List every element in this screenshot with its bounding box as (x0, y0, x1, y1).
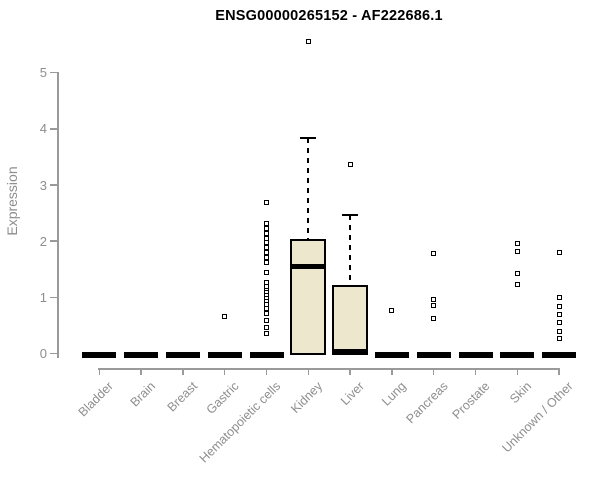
x-axis-tick (474, 368, 477, 375)
outlier-point (556, 329, 562, 335)
outlier-point (305, 39, 311, 45)
y-tick-label: 2 (39, 233, 47, 249)
outlier-point (431, 316, 437, 322)
outlier-point (431, 296, 437, 302)
outlier-point (264, 225, 269, 231)
x-tick-label: Pancreas (403, 379, 451, 427)
outlier-point (264, 330, 269, 336)
zero-box-bar (82, 351, 117, 358)
x-tick-label: Breast (164, 379, 200, 415)
outlier-point (264, 245, 269, 251)
zero-box-bar (500, 351, 535, 358)
outlier-point (264, 311, 269, 317)
outlier-point (556, 303, 562, 309)
outlier-point (264, 260, 269, 266)
whisker-line (307, 137, 310, 240)
y-axis-tick (50, 296, 57, 299)
outlier-point (264, 269, 269, 275)
x-tick-label: Gastric (203, 379, 242, 417)
outlier-point (556, 335, 562, 341)
outlier-point (556, 320, 562, 326)
whisker-cap (300, 136, 317, 140)
x-axis-tick (140, 368, 142, 375)
x-axis-tick (98, 368, 101, 375)
median-line (291, 263, 326, 269)
x-axis-tick (432, 368, 435, 375)
x-axis-tick (223, 368, 226, 375)
x-tick-label: Skin (507, 379, 535, 407)
outlier-point (514, 248, 520, 254)
chart-title: ENSG00000265152 - AF222686.1 (215, 8, 443, 24)
y-axis-label: Expression (4, 166, 20, 236)
zero-box-bar (207, 351, 242, 358)
box (332, 284, 369, 356)
outlier-point (264, 220, 269, 226)
outlier-point (264, 230, 269, 236)
zero-box-bar (374, 351, 409, 358)
outlier-point (222, 314, 228, 320)
outlier-point (431, 303, 437, 309)
y-axis-tick (50, 71, 57, 74)
zero-box-bar (249, 351, 284, 358)
outlier-point (556, 311, 562, 317)
outlier-point (514, 270, 520, 276)
outlier-point (264, 239, 269, 245)
outlier-point (514, 281, 520, 287)
x-axis-line (98, 368, 561, 370)
x-tick-label: Hematopoietic cells (196, 379, 284, 466)
x-tick-label: Liver (337, 379, 368, 409)
y-axis-tick (50, 240, 57, 242)
outlier-point (264, 317, 269, 323)
x-tick-label: Kidney (288, 379, 326, 416)
outlier-point (347, 162, 353, 168)
x-axis-tick (182, 368, 184, 375)
y-axis-tick (50, 352, 57, 355)
y-axis-tick (50, 184, 57, 186)
outlier-point (389, 308, 395, 314)
whisker-line (349, 214, 352, 285)
x-axis-tick (558, 368, 560, 375)
x-tick-label: Lung (379, 379, 409, 409)
whisker-cap (342, 213, 359, 217)
x-axis-tick (516, 368, 519, 375)
outlier-point (514, 241, 520, 247)
outlier-point (556, 294, 562, 300)
x-axis-tick (307, 368, 310, 375)
zero-box-bar (458, 351, 493, 358)
x-tick-label: Prostate (449, 379, 493, 422)
x-axis-tick (265, 368, 268, 375)
y-axis-tick (50, 128, 57, 130)
median-line (333, 349, 368, 355)
zero-box-bar (165, 351, 200, 358)
zero-box-bar (124, 351, 159, 358)
outlier-point (264, 325, 269, 331)
y-tick-label: 4 (39, 121, 47, 137)
y-tick-label: 1 (39, 289, 47, 305)
y-axis-line (57, 72, 59, 358)
box (290, 239, 327, 356)
outlier-point (556, 249, 562, 255)
y-tick-label: 3 (39, 177, 47, 193)
outlier-point (264, 200, 269, 206)
outlier-point (264, 306, 269, 312)
zero-box-bar (542, 351, 577, 358)
x-tick-label: Brain (127, 379, 159, 410)
x-tick-label: Bladder (75, 379, 117, 420)
outlier-point (264, 254, 269, 260)
outlier-point (431, 251, 437, 257)
y-tick-label: 5 (39, 65, 47, 81)
zero-box-bar (416, 351, 451, 358)
x-axis-tick (349, 368, 351, 375)
y-tick-label: 0 (39, 346, 47, 361)
x-axis-tick (391, 368, 393, 375)
